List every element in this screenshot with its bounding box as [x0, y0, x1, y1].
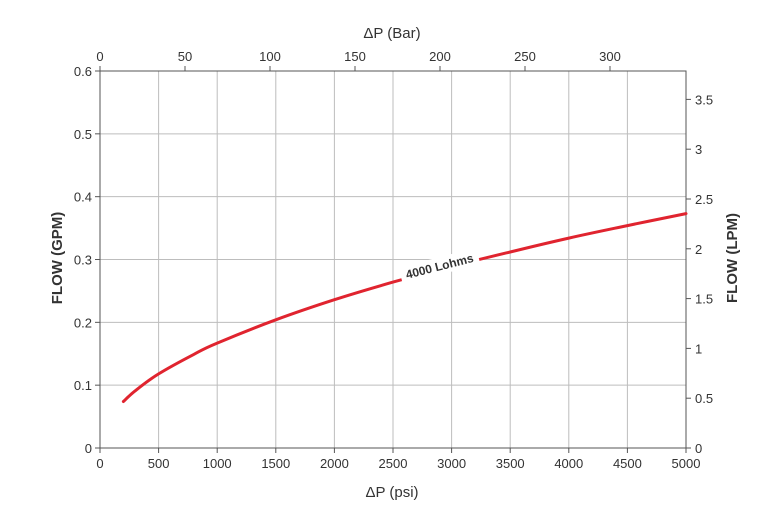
curve-layer: 4000 Lohms	[121, 212, 688, 403]
top-tick-label: 0	[96, 49, 103, 64]
right-tick-label: 2	[695, 242, 702, 257]
bottom-tick-label: 3000	[437, 456, 466, 471]
right-axis-title: FLOW (LPM)	[724, 213, 741, 303]
left-tick-label: 0.2	[74, 315, 92, 330]
bottom-tick-label: 5000	[672, 456, 701, 471]
top-tick-label: 250	[514, 49, 536, 64]
left-tick-label: 0.6	[74, 64, 92, 79]
left-axis-ticks: 0 0.1 0.2 0.3 0.4 0.5 0.6	[74, 64, 100, 456]
right-tick-label: 2.5	[695, 192, 713, 207]
top-tick-label: 50	[178, 49, 192, 64]
right-axis-ticks: 0 0.5 1 1.5 2 2.5 3 3.5	[686, 92, 713, 456]
bottom-tick-label: 2000	[320, 456, 349, 471]
bottom-tick-label: 3500	[496, 456, 525, 471]
bottom-tick-label: 1500	[261, 456, 290, 471]
left-axis-title: FLOW (GPM)	[49, 212, 66, 304]
series-label: 4000 Lohms	[404, 251, 475, 282]
top-axis-ticks: 0 50 100 150 200 250 300	[96, 49, 621, 71]
bottom-tick-label: 2500	[379, 456, 408, 471]
right-tick-label: 1	[695, 341, 702, 356]
bottom-tick-label: 0	[96, 456, 103, 471]
left-tick-label: 0.5	[74, 127, 92, 142]
top-tick-label: 300	[599, 49, 621, 64]
series-label-group: 4000 Lohms	[398, 247, 481, 285]
top-tick-label: 100	[259, 49, 281, 64]
bottom-tick-label: 1000	[203, 456, 232, 471]
top-axis-title: ΔP (Bar)	[363, 25, 420, 42]
bottom-tick-label: 4000	[554, 456, 583, 471]
right-tick-label: 3	[695, 142, 702, 157]
right-tick-label: 0	[695, 441, 702, 456]
bottom-tick-label: 4500	[613, 456, 642, 471]
series-line-4000-lohms	[121, 212, 688, 403]
grid-lines	[99, 70, 687, 449]
right-tick-label: 0.5	[695, 391, 713, 406]
bottom-axis-ticks: 0 500 1000 1500 2000 2500 3000 3500 4000 4500 5000	[96, 448, 700, 471]
right-tick-label: 1.5	[695, 292, 713, 307]
left-tick-label: 0.4	[74, 190, 92, 205]
top-tick-label: 200	[429, 49, 451, 64]
series-label-halo	[398, 247, 481, 285]
left-tick-label: 0.3	[74, 253, 92, 268]
top-tick-label: 150	[344, 49, 366, 64]
bottom-axis-title: ΔP (psi)	[365, 484, 418, 501]
left-tick-label: 0.1	[74, 378, 92, 393]
bottom-tick-label: 500	[148, 456, 170, 471]
right-tick-label: 3.5	[695, 92, 713, 107]
left-tick-label: 0	[85, 441, 92, 456]
